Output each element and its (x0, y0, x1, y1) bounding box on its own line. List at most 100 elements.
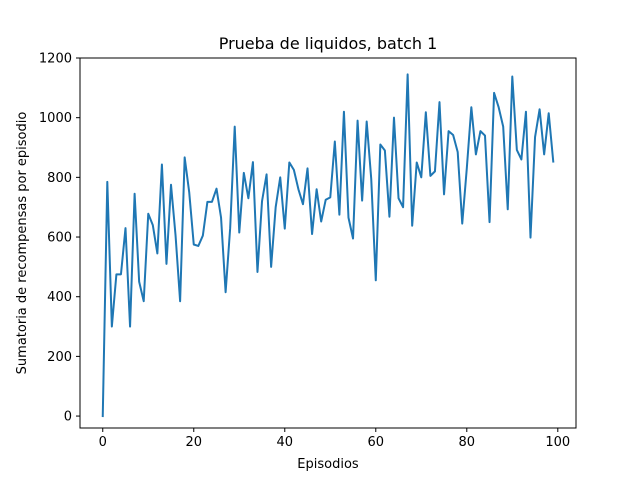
x-tick-label: 40 (276, 435, 293, 450)
data-point (320, 221, 322, 223)
data-point (366, 121, 368, 123)
y-tick-label: 600 (47, 231, 72, 246)
data-point (184, 156, 186, 158)
data-point (543, 153, 545, 155)
data-point (206, 201, 208, 203)
data-point (284, 228, 286, 230)
data-point (170, 184, 172, 186)
data-point (193, 243, 195, 245)
data-point (115, 273, 117, 275)
data-point (384, 150, 386, 152)
data-point (225, 291, 227, 293)
data-point (448, 130, 450, 132)
data-point (343, 111, 345, 113)
chart-title: Prueba de liquidos, batch 1 (219, 34, 438, 53)
data-point (238, 232, 240, 234)
data-point (511, 76, 513, 78)
x-tick-label: 60 (368, 435, 385, 450)
data-point (234, 126, 236, 128)
data-point (338, 214, 340, 216)
data-point (498, 106, 500, 108)
data-point (502, 126, 504, 128)
data-point (470, 106, 472, 108)
y-tick-label: 200 (47, 350, 72, 365)
data-point (216, 188, 218, 190)
data-point (388, 216, 390, 218)
data-point (552, 161, 554, 163)
data-point (147, 213, 149, 215)
data-point (438, 101, 440, 103)
data-point (361, 200, 363, 202)
data-point (197, 245, 199, 247)
data-point (243, 172, 245, 174)
data-point (143, 300, 145, 302)
data-point (493, 92, 495, 94)
data-point (261, 200, 263, 202)
data-point (402, 206, 404, 208)
data-point (316, 188, 318, 190)
y-tick-label: 400 (47, 290, 72, 305)
data-point (452, 134, 454, 136)
data-point (530, 237, 532, 239)
data-point (188, 191, 190, 193)
data-point (311, 233, 313, 235)
data-point (357, 120, 359, 122)
data-point (443, 193, 445, 195)
data-point (297, 188, 299, 190)
data-point (420, 176, 422, 178)
data-point (334, 141, 336, 143)
data-point (161, 164, 163, 166)
data-point (507, 208, 509, 210)
data-point (252, 161, 254, 163)
data-point (138, 281, 140, 283)
data-point (416, 161, 418, 163)
data-point (275, 206, 277, 208)
y-tick-label: 800 (47, 171, 72, 186)
x-axis-ticks: 0 20 40 60 80 100 (99, 428, 570, 450)
y-axis-ticks: 0 200 400 600 800 1000 1200 (39, 52, 80, 425)
data-point (429, 175, 431, 177)
data-point (247, 197, 249, 199)
data-point (466, 167, 468, 169)
data-point (425, 111, 427, 113)
x-tick-label: 100 (545, 435, 570, 450)
data-point (479, 130, 481, 132)
series-line (101, 73, 555, 418)
data-point (134, 193, 136, 195)
y-tick-label: 1000 (39, 111, 72, 126)
data-point (325, 199, 327, 201)
data-point (375, 279, 377, 281)
data-point (370, 178, 372, 180)
x-tick-label: 80 (459, 435, 476, 450)
data-point (288, 161, 290, 163)
data-point (165, 263, 167, 265)
y-tick-label: 0 (64, 410, 72, 425)
data-point (520, 158, 522, 160)
y-tick-label: 1200 (39, 52, 72, 67)
data-point (307, 167, 309, 169)
data-point (539, 108, 541, 110)
data-point (156, 252, 158, 254)
data-point (534, 136, 536, 138)
data-point (179, 300, 181, 302)
data-point (175, 235, 177, 237)
data-point (111, 326, 113, 328)
data-point (457, 151, 459, 153)
plot-area: 0 20 40 60 80 100 0 200 400 600 800 1000 1200 (39, 52, 577, 450)
data-point (220, 217, 222, 219)
x-tick-label: 0 (99, 435, 107, 450)
data-point (102, 415, 104, 417)
x-axis-label: Episodios (297, 457, 359, 472)
data-point (329, 196, 331, 198)
data-point (379, 144, 381, 146)
x-tick-label: 20 (185, 435, 202, 450)
data-point (211, 201, 213, 203)
data-point (489, 221, 491, 223)
data-point (434, 170, 436, 172)
data-point (461, 223, 463, 225)
plot-frame (79, 57, 577, 429)
data-point (352, 238, 354, 240)
data-point (106, 181, 108, 183)
